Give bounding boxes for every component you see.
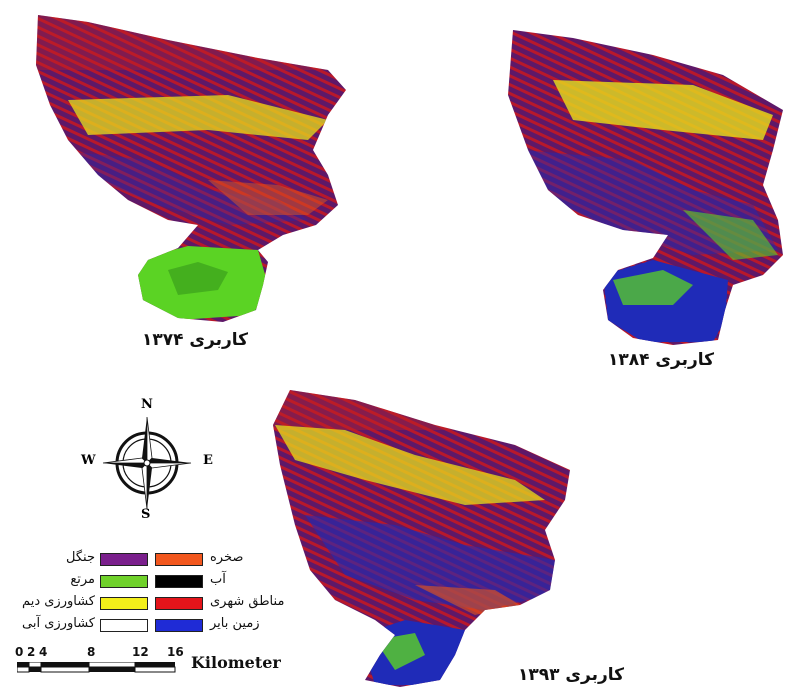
compass-east-label: E (203, 453, 213, 468)
legend-label: کشاورزی دیم (22, 594, 95, 609)
compass-north-label: N (141, 397, 153, 412)
legend-label: زمین بایر (210, 616, 260, 631)
landuse-map-1374 (36, 15, 346, 322)
legend-label: آب (210, 572, 226, 587)
scale-tick-label: 16 (167, 645, 184, 659)
scale-tick-label: 4 (39, 645, 48, 659)
scale-bar-graphic (17, 662, 176, 673)
map-caption-1384: کاربری ۱۳۸۴ (608, 350, 715, 370)
legend-item-forest (100, 550, 148, 568)
legend-label: مناطق شهری (210, 594, 285, 609)
scale-tick-label: 12 (132, 645, 149, 659)
legend-swatch (100, 596, 148, 610)
map-caption-1374: کاربری ۱۳۷۴ (142, 330, 249, 350)
legend-label: مرتع (70, 572, 95, 587)
legend-swatch (155, 618, 203, 632)
legend-swatch (155, 574, 203, 588)
scale-tick-label: 8 (87, 645, 96, 659)
legend-item-water (155, 572, 203, 590)
legend-label: کشاورزی آبی (22, 616, 95, 631)
legend-swatch (155, 552, 203, 566)
legend-label: صخره (210, 550, 244, 565)
scale-tick-label: 2 (27, 645, 36, 659)
legend-item-irrigated (100, 616, 148, 634)
landuse-map-1393 (273, 390, 570, 687)
map-caption-1393: کاربری ۱۳۹۳ (518, 665, 625, 685)
legend: جنگل مرتع کشاورزی دیم کشاورزی آبی صخره آ… (5, 547, 290, 642)
scale-tick-label: 0 (15, 645, 24, 659)
scale-unit-label: Kilometer (191, 653, 281, 672)
compass-icon (102, 416, 192, 510)
legend-item-bare (155, 616, 203, 634)
scale-bar: 0 2 4 8 12 16 Kilometer (5, 645, 295, 685)
legend-swatch (155, 596, 203, 610)
legend-item-range (100, 572, 148, 590)
legend-item-rock (155, 550, 203, 568)
compass-rose: N S W E (75, 397, 225, 535)
legend-item-urban (155, 594, 203, 612)
compass-west-label: W (81, 453, 96, 468)
legend-label: جنگل (66, 550, 95, 565)
legend-item-dryfarm (100, 594, 148, 612)
landuse-map-1384 (508, 30, 783, 345)
legend-swatch (100, 574, 148, 588)
compass-south-label: S (141, 507, 151, 522)
legend-swatch (100, 552, 148, 566)
legend-swatch (100, 618, 148, 632)
